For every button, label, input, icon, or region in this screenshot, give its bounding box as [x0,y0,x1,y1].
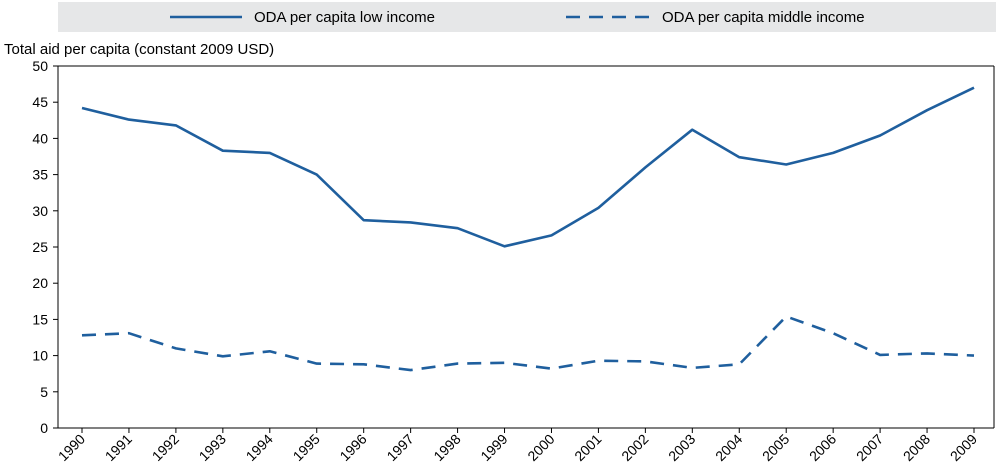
x-tick-label: 2007 [853,431,886,464]
series-group [81,86,975,372]
axes: 0 5 10 15 20 25 30 35 40 45 50 1990 1991 1992 1993 1994… [32,58,995,464]
x-tick-label: 1998 [430,431,463,464]
x-tick-label: 1995 [290,431,323,464]
y-tick-label: 35 [32,167,48,183]
y-tick-label: 10 [32,348,48,364]
y-tick-label: 45 [32,94,48,110]
legend-label: ODA per capita low income [254,9,435,26]
x-tick-label: 2006 [806,431,839,464]
x-tick-label: 2008 [900,431,933,464]
series-line-low-income [81,86,975,248]
x-tick-label: 2004 [712,431,745,464]
y-tick-label: 25 [32,239,48,255]
x-tick-label: 1996 [336,431,369,464]
y-tick-label: 15 [32,311,48,327]
x-tick-label: 1997 [383,431,416,464]
y-tick-label: 0 [40,420,48,436]
series-line-middle-income [81,315,975,372]
x-tick-label: 1993 [196,431,229,464]
x-tick-label: 1991 [102,431,135,464]
x-tick-label: 2001 [571,431,604,464]
y-tick-label: 50 [32,58,48,74]
x-tick-label: 2003 [665,431,698,464]
x-tick-label: 1994 [243,431,276,464]
x-tick-label: 1999 [477,431,510,464]
x-tick-label: 2005 [759,431,792,464]
x-tick-label: 1992 [149,431,182,464]
x-tick-label: 1990 [55,431,88,464]
x-tick-label: 2000 [524,431,557,464]
legend: ODA per capita low income ODA per capita … [170,9,865,26]
y-tick-label: 30 [32,203,48,219]
y-axis-label: Total aid per capita (constant 2009 USD) [4,41,274,58]
x-tick-label: 2002 [618,431,651,464]
y-tick-label: 40 [32,130,48,146]
x-tick-label: 2009 [947,431,980,464]
legend-label: ODA per capita middle income [662,9,865,26]
y-tick-label: 5 [40,384,48,400]
y-tick-label: 20 [32,275,48,291]
